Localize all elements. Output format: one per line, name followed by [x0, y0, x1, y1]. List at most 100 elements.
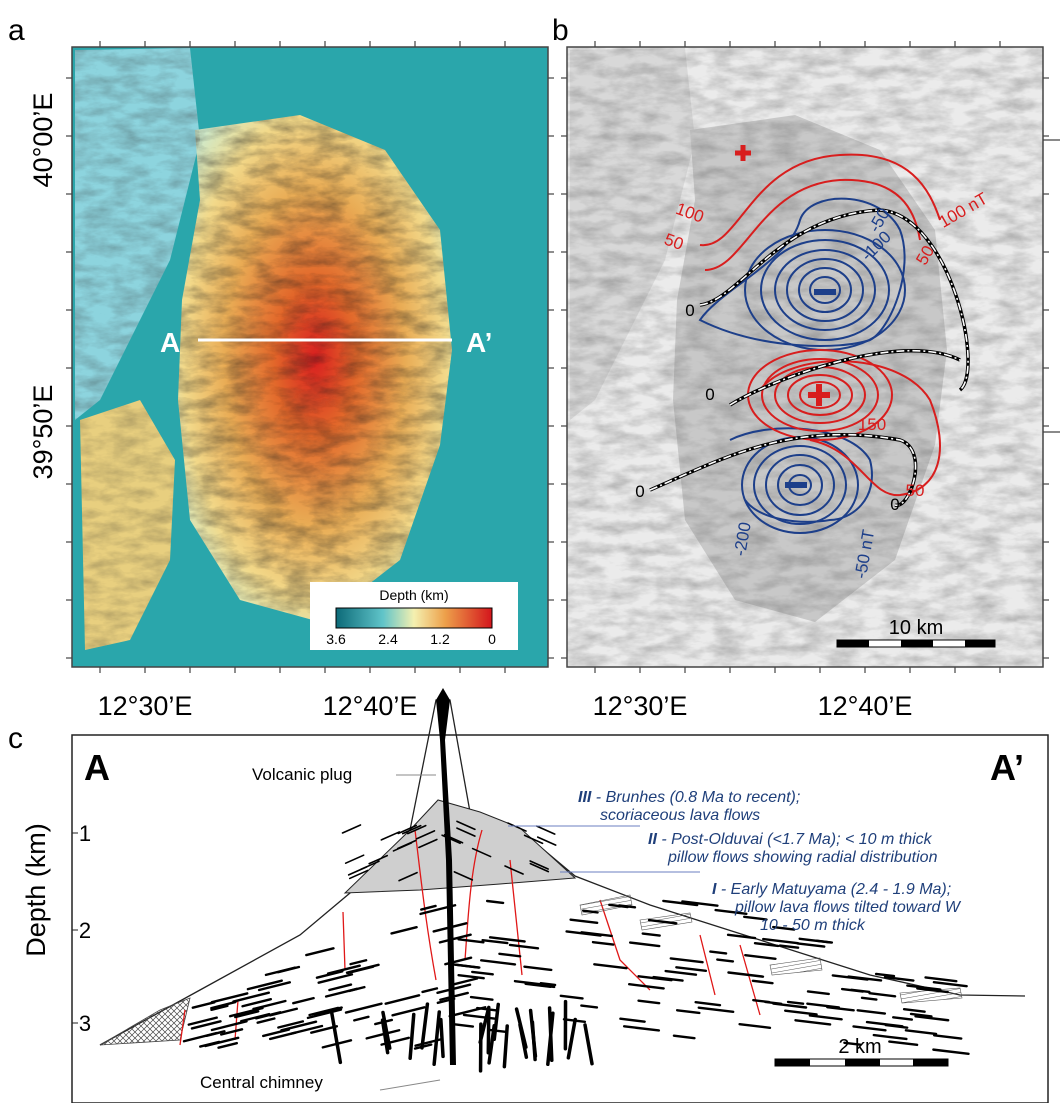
feeder-dike: [585, 1025, 592, 1064]
lava-flow: [630, 943, 659, 946]
lava-flow: [677, 1010, 699, 1013]
lava-flow: [481, 960, 515, 964]
lat-label: 40°00’E: [28, 93, 58, 188]
feeder-dike: [332, 1012, 341, 1062]
page: Figure {"panels": { "a": {"label": "a", …: [0, 0, 1060, 1103]
lava-flow: [293, 998, 313, 1003]
cone-flow: [538, 837, 556, 845]
lava-flow: [740, 1024, 770, 1028]
lava-flow: [904, 1009, 925, 1011]
lava-flow: [906, 1030, 936, 1034]
lava-flow: [728, 935, 755, 938]
lava-flow: [351, 960, 367, 964]
lava-flow: [717, 960, 733, 962]
lava-flow: [620, 1019, 644, 1022]
lava-flow: [854, 1026, 886, 1030]
contour-label: 0: [685, 301, 694, 320]
lava-flow: [643, 934, 660, 936]
plug-label: Volcanic plug: [252, 765, 352, 784]
lon-label: 12°40’E: [323, 691, 418, 721]
lava-flow: [329, 985, 351, 990]
feeder-dike: [531, 1011, 536, 1057]
scale-label: 2 km: [838, 1036, 881, 1058]
lava-flow: [487, 901, 503, 903]
lava-flow: [219, 1043, 237, 1048]
lava-flow: [788, 1002, 803, 1004]
lava-flow: [926, 977, 957, 981]
lava-flow: [934, 1035, 961, 1038]
lava-flow: [278, 967, 299, 972]
lon-label: 12°30’E: [98, 691, 193, 721]
lava-flow: [258, 1019, 275, 1023]
lava-flow: [876, 974, 894, 976]
feeder-dike: [488, 1011, 489, 1053]
lava-flow: [807, 1004, 839, 1008]
figure: a A A’ Depth (km) 3.62.41.20 40°00’E 39°…: [0, 0, 1060, 1103]
lava-flow: [728, 972, 763, 976]
unit-label: I - Early Matuyama (2.4 - 1.9 Ma);: [712, 881, 951, 898]
lava-flow: [423, 988, 437, 992]
lava-flow: [870, 993, 895, 996]
lava-flow: [808, 991, 829, 993]
lava-flow: [842, 989, 863, 992]
lat-label: 39°50’E: [28, 385, 58, 480]
lava-flow: [510, 945, 538, 948]
unit-label: II - Post-Olduvai (<1.7 Ma); < 10 m thic…: [648, 831, 933, 848]
lon-label: 12°30’E: [593, 691, 688, 721]
contour-label: 0: [705, 385, 714, 404]
lava-flow: [346, 1004, 381, 1013]
depth-tick-label: 1: [79, 821, 91, 846]
unit-label: scoriaceous lava flows: [600, 807, 760, 824]
lava-flow: [753, 981, 773, 983]
body: a A A’ Depth (km) 3.62.41.20 40°00’E 39°…: [0, 0, 1060, 1103]
lava-flow: [674, 1036, 695, 1038]
lava-flow: [671, 958, 703, 962]
unit-label: III - Brunhes (0.8 Ma to recent);: [578, 789, 800, 806]
lava-flow: [571, 920, 598, 923]
lava-flow: [184, 1033, 217, 1041]
cone-flow: [346, 855, 364, 863]
lava-flow: [472, 972, 493, 974]
colorbar: [336, 608, 492, 628]
feeder-dike: [568, 1020, 575, 1058]
leader: [380, 1080, 440, 1090]
lava-flow: [270, 1009, 297, 1016]
unit-label: 10 - 50 m thick: [760, 917, 866, 934]
lava-flow: [629, 984, 663, 988]
lava-flow: [885, 977, 913, 980]
lava-flow: [624, 1026, 659, 1030]
lava-flow: [483, 940, 508, 943]
lava-flow: [459, 939, 484, 942]
lava-flow: [471, 997, 492, 1000]
lava-flow: [676, 967, 706, 971]
lon-label: 12°40’E: [818, 691, 913, 721]
lava-flow: [639, 1001, 660, 1003]
lava-flow: [561, 996, 583, 999]
lava-flow: [755, 943, 778, 946]
unit-label: pillow lava flows tilted toward W: [734, 899, 962, 916]
feeder-dike: [441, 1020, 443, 1057]
lava-flow: [795, 1020, 830, 1024]
scale-label: 10 km: [889, 617, 943, 639]
lava-flow: [893, 1017, 912, 1019]
colorbar-tick-label: 2.4: [378, 631, 398, 647]
colorbar-title: Depth (km): [379, 587, 448, 603]
colorbar-tick-label: 3.6: [326, 631, 346, 647]
lava-flow: [354, 1017, 368, 1021]
lava-flow: [867, 1022, 902, 1026]
section-end: A: [84, 747, 110, 788]
lava-flow: [699, 1008, 733, 1012]
lava-flow: [696, 1002, 720, 1005]
lava-flow: [524, 967, 551, 970]
lava-flow: [212, 993, 247, 1002]
profile-end: A’: [466, 327, 492, 358]
lava-flow: [934, 982, 967, 986]
cone-flow: [381, 832, 399, 840]
cross-section: [100, 688, 1025, 1071]
lava-flow: [933, 1050, 968, 1054]
contour-label: 0: [635, 482, 644, 501]
lava-flow: [593, 942, 613, 944]
axis-label: Depth (km): [21, 823, 51, 957]
lava-flow: [464, 1015, 495, 1019]
lava-flow: [499, 954, 520, 956]
